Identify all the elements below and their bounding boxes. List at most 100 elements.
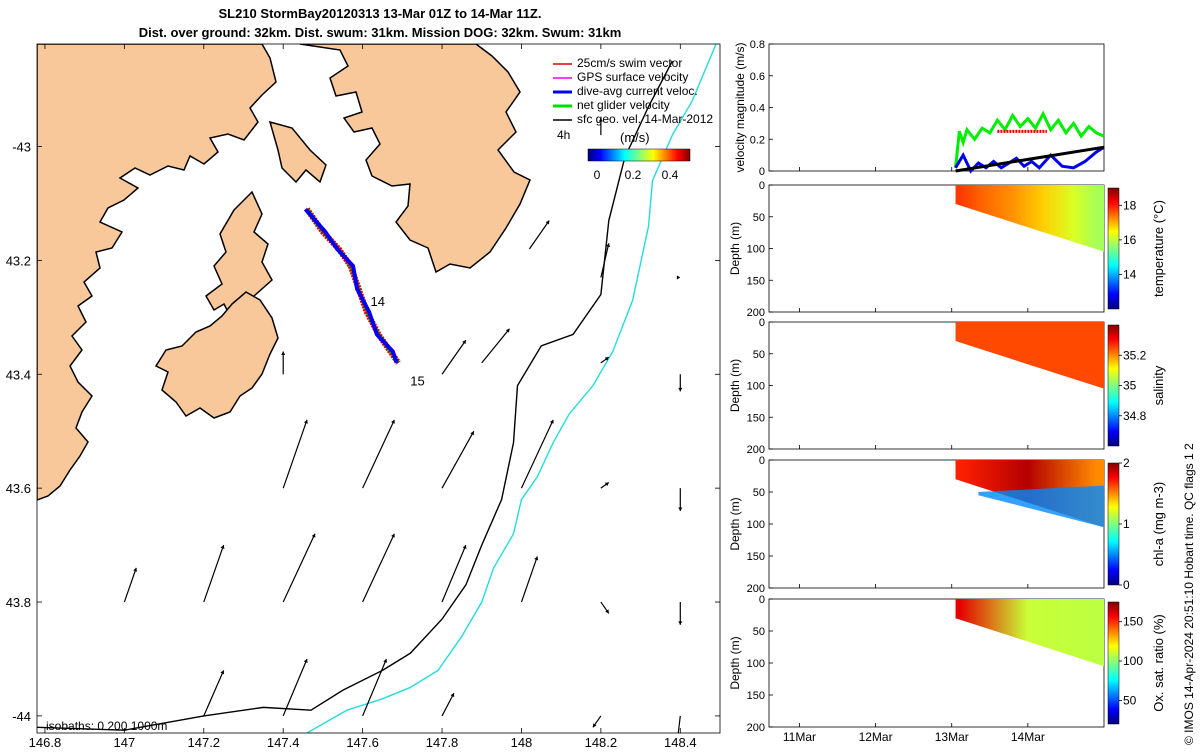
current-vector [441,544,467,603]
depth-tick-label: 150 [747,551,765,563]
legend-entry-dive-avg: dive-avg current veloc. [553,84,698,98]
current-vector [528,220,550,250]
map-y-tick-label: -43 [12,139,31,154]
current-vector [520,556,539,603]
legend-label-sfc-geo: sfc geo. vel. 14-Mar-2012 [577,112,713,126]
isobath-200m [37,60,673,731]
current-vectors [123,118,683,733]
legend-label-dive-avg: dive-avg current veloc. [577,84,698,98]
section-colorbar: 0 1 2 [1107,456,1130,592]
colorbar-tick-0: 0 [594,168,601,182]
section-panel-salinity: 0 50 100 150 200 Depth (m) 34.8 35 35.2 salinity [728,317,1166,456]
depth-tick-label: 200 [747,722,765,734]
current-vector [677,715,681,733]
section-deep-layer [978,485,1104,528]
legend-label-gps: GPS surface velocity [577,70,688,84]
current-vector [600,601,610,614]
map-axes: 146.8 147 147.2 147.4 147.6 147.8 148 148.2 148.… [6,44,720,750]
map-y-tick-label: -44 [12,709,31,724]
current-vector [441,692,455,717]
section-colorbar: 14 16 18 [1107,187,1137,310]
depth-tick-label: 50 [753,212,765,224]
current-vector [123,567,138,603]
day-label-14: 14 [371,294,385,309]
legend-entry-sfc-geo: sfc geo. vel. 14-Mar-2012 [553,112,713,126]
depth-tick-label: 0 [759,594,765,606]
velocity-series-line [955,145,1105,173]
map-frame [36,43,721,734]
map-x-tick-label: 148.2 [585,735,618,750]
legend-entry-gps-surface: GPS surface velocity [553,70,688,84]
credit-container: © IMOS 14-Apr-2024 20:51:10 Hobart time.… [1178,40,1198,750]
depth-tick-label: 0 [759,180,765,192]
current-vector [282,658,308,717]
land-masses [37,44,531,501]
colorbar-tick-label: 14 [1123,267,1137,281]
current-vector [203,544,225,603]
time-tick-label: 13Mar [935,730,969,744]
isobath-1000m [306,44,717,733]
map-x-tick-label: 146.8 [29,735,62,750]
current-vector [362,658,388,717]
depth-axis-label: Depth (m) [728,636,742,689]
colorbar-variable-label: temperature (°C) [1151,200,1166,297]
colorbar-tick-label: 35.2 [1123,348,1147,362]
current-vector [600,356,610,364]
map-colorbar [587,148,691,162]
section-colorbar: 34.8 35 35.2 [1107,324,1147,447]
current-vector [678,374,683,392]
time-tick-label: 12Mar [859,730,893,744]
current-vector [598,118,603,136]
credit-text: © IMOS 14-Apr-2024 20:51:10 Hobart time.… [1182,443,1196,745]
colorbar-tick-label: 35 [1123,379,1137,393]
map-y-tick-label: 43.2 [6,253,31,268]
glider-track [303,207,401,365]
current-vector [481,328,511,364]
velocity-y-tick-label: 0.2 [750,134,765,146]
legend-entry-net-glider: net glider velocity [553,98,670,112]
section-field [955,185,1104,252]
current-vector [520,419,554,489]
colorbar-tick-label: 34.8 [1123,409,1147,423]
land-mainland-west [37,44,277,501]
map-legend: 25cm/s swim vector GPS surface velocity … [553,56,713,182]
isobaths [37,44,717,733]
depth-tick-label: 50 [753,487,765,499]
depth-axis-label: Depth (m) [728,359,742,412]
land-tasman-peninsula [268,120,327,184]
depth-tick-label: 150 [747,275,765,287]
current-vector [678,488,683,511]
current-vector [282,419,308,489]
current-vector [592,715,602,728]
colorbar-tick-label: 0 [1123,578,1130,592]
colorbar-unit: (m/s) [620,130,650,145]
depth-tick-label: 0 [759,317,765,329]
depth-tick-label: 100 [747,244,765,256]
velocity-series-line [954,145,1105,174]
current-vector [600,243,611,278]
velocity-y-tick-label: 0 [759,166,765,178]
depth-tick-label: 50 [753,626,765,638]
section-field [955,322,1104,389]
land-south [154,291,279,419]
colorbar-tick-label: 50 [1123,693,1137,707]
current-vector [676,275,681,280]
current-vector [678,602,683,625]
map-x-tick-label: 148 [511,735,533,750]
depth-tick-label: 100 [747,658,765,670]
depth-tick-label: 0 [759,455,765,467]
velocity-y-tick-label: 0.8 [750,39,765,51]
chart-title-line1: SL210 StormBay20120313 13-Mar 01Z to 14-… [218,6,542,21]
colorbar-tick-0.2: 0.2 [625,168,642,182]
depth-tick-label: 200 [747,583,765,595]
chart-title-line2: Dist. over ground: 32km. Dist. swum: 31k… [138,25,622,40]
current-vector [281,351,286,375]
time-marker-label: 4h [557,128,570,142]
map-y-tick-label: 43.4 [6,367,31,382]
day-label-15: 15 [410,374,424,389]
legend-label-swim: 25cm/s swim vector [577,56,682,70]
section-panel-temperature: 0 50 100 150 200 Depth (m) 14 16 18 temperature (… [728,180,1166,319]
time-tick-label: 11Mar [783,730,816,744]
depth-tick-label: 150 [747,690,765,702]
